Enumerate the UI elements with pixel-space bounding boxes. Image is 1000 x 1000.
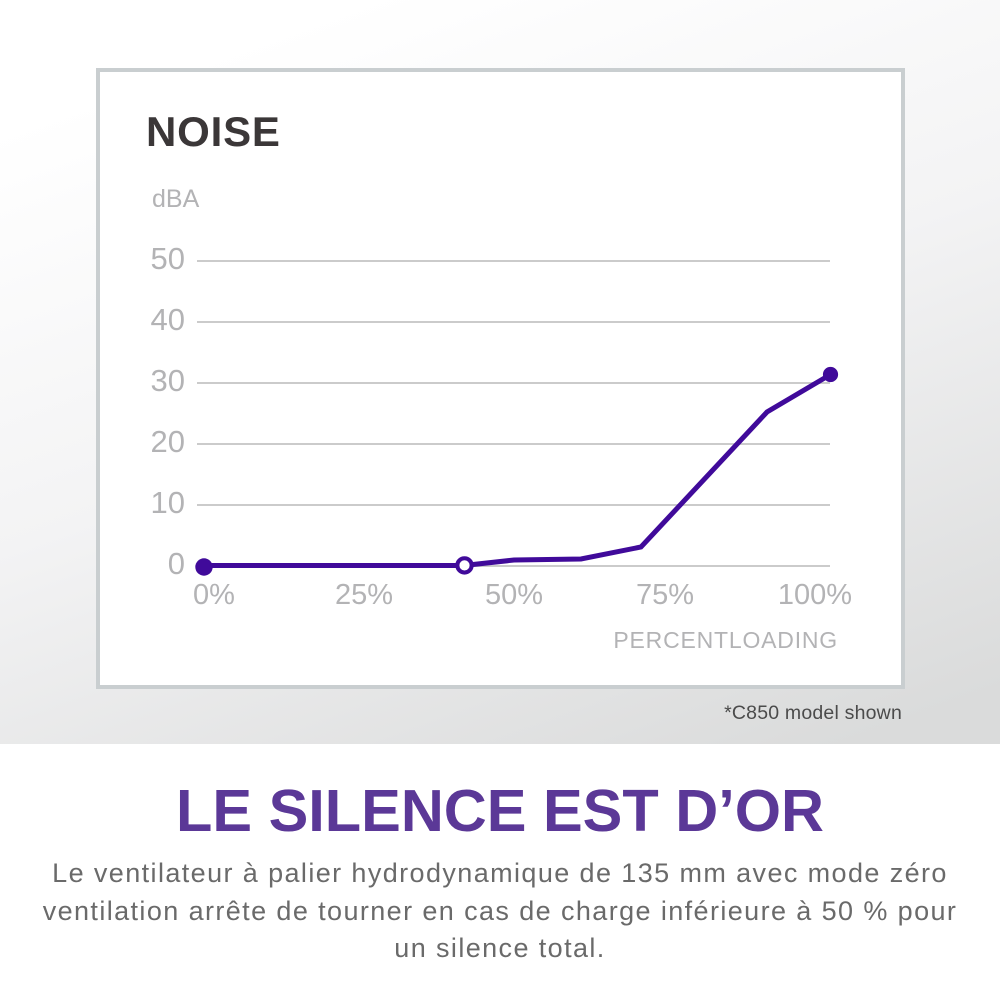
- svg-text:30: 30: [151, 363, 185, 398]
- svg-text:50%: 50%: [485, 579, 543, 611]
- svg-text:40: 40: [151, 302, 185, 337]
- svg-text:0%: 0%: [193, 579, 235, 611]
- svg-text:75%: 75%: [636, 579, 694, 611]
- svg-text:20: 20: [151, 424, 185, 459]
- svg-text:10: 10: [151, 485, 185, 520]
- svg-text:0: 0: [168, 546, 185, 581]
- svg-text:100%: 100%: [778, 579, 852, 611]
- svg-text:PERCENTLOADING: PERCENTLOADING: [613, 627, 838, 653]
- svg-text:25%: 25%: [335, 579, 393, 611]
- svg-text:NOISE: NOISE: [146, 108, 281, 155]
- svg-text:50: 50: [151, 241, 185, 276]
- svg-text:dBA: dBA: [152, 185, 200, 213]
